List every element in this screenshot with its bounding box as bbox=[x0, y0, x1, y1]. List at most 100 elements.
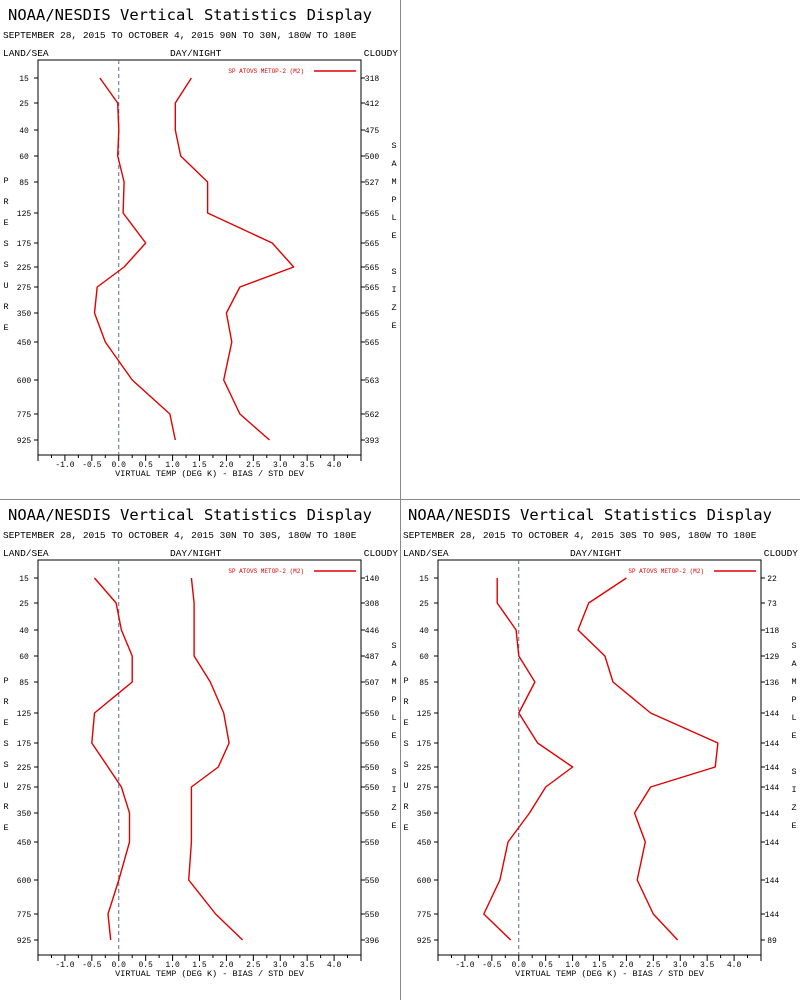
x-tick-label: 4.0 bbox=[327, 461, 342, 470]
right-axis-label-letter: I bbox=[791, 785, 796, 795]
right-axis-label-letter: S bbox=[391, 767, 396, 777]
y-axis-label-letter: U bbox=[403, 781, 408, 791]
series-line-std-dev bbox=[577, 577, 719, 941]
right-axis-label-letter: Z bbox=[391, 303, 396, 313]
chart-panel-30s-90s: NOAA/NESDIS Vertical Statistics Display … bbox=[400, 500, 800, 1000]
y-tick-label: 40 bbox=[419, 627, 429, 636]
y-tick-label: 40 bbox=[19, 127, 29, 136]
sample-size-label: 144 bbox=[765, 839, 780, 848]
sample-size-label: 550 bbox=[365, 764, 380, 773]
sample-size-label: 562 bbox=[365, 411, 380, 420]
y-tick-label: 175 bbox=[417, 740, 432, 749]
y-axis-label-letter: P bbox=[3, 676, 8, 686]
y-tick-label: 225 bbox=[417, 764, 432, 773]
right-axis-label-letter: A bbox=[791, 659, 797, 669]
sample-size-label: 550 bbox=[365, 710, 380, 719]
y-axis-label-letter: R bbox=[3, 697, 8, 707]
chart-svg: -1.0 -0.5 0.0 0.5 1.0 1.5 2.0 2.5 3.0 3.5 4.0 VIRTU… bbox=[3, 59, 397, 479]
cloudy-label: CLOUDY bbox=[363, 48, 398, 59]
x-tick-label: 0.0 bbox=[112, 961, 127, 970]
legend-label: SP ATOVS METOP-2 (M2) bbox=[228, 568, 304, 575]
y-axis-label-letter: E bbox=[3, 323, 8, 333]
y-tick-label: 450 bbox=[17, 839, 32, 848]
sample-size-label: 565 bbox=[365, 264, 380, 273]
x-tick-label: -1.0 bbox=[55, 461, 74, 470]
y-tick-label: 60 bbox=[419, 653, 429, 662]
y-axis-label-letter: S bbox=[3, 739, 8, 749]
cloudy-label: CLOUDY bbox=[363, 548, 398, 559]
panel-title: NOAA/NESDIS Vertical Statistics Display bbox=[8, 6, 372, 24]
y-tick-label: 25 bbox=[19, 100, 29, 109]
sample-size-label: 136 bbox=[765, 679, 780, 688]
sample-size-label: 396 bbox=[365, 937, 380, 946]
day-night-label: DAY/NIGHT bbox=[170, 48, 222, 59]
right-axis-label-letter: L bbox=[791, 713, 796, 723]
y-tick-label: 125 bbox=[417, 710, 432, 719]
x-tick-label: 4.0 bbox=[327, 961, 342, 970]
sample-size-label: 527 bbox=[365, 179, 380, 188]
right-axis-label-letter: I bbox=[391, 285, 396, 295]
panel-subtitle: SEPTEMBER 28, 2015 TO OCTOBER 4, 2015 90… bbox=[3, 30, 357, 41]
x-tick-label: 0.5 bbox=[538, 961, 553, 970]
sample-size-label: 565 bbox=[365, 210, 380, 219]
right-axis-label-letter: I bbox=[391, 785, 396, 795]
chart-svg: -1.0 -0.5 0.0 0.5 1.0 1.5 2.0 2.5 3.0 3.5 4.0 VIRTU… bbox=[3, 559, 397, 979]
y-tick-label: 25 bbox=[19, 600, 29, 609]
y-tick-label: 85 bbox=[19, 679, 29, 688]
x-tick-label: 3.5 bbox=[700, 961, 715, 970]
sample-size-label: 144 bbox=[765, 810, 780, 819]
right-axis-label-letter: M bbox=[391, 177, 396, 187]
sample-size-label: 318 bbox=[365, 75, 380, 84]
y-tick-label: 275 bbox=[17, 284, 32, 293]
land-sea-label: LAND/SEA bbox=[403, 548, 449, 559]
sample-size-label: 73 bbox=[767, 600, 777, 609]
plot-frame bbox=[437, 559, 762, 956]
x-tick-label: -1.0 bbox=[455, 961, 474, 970]
sample-size-label: 129 bbox=[765, 653, 780, 662]
y-tick-label: 60 bbox=[19, 653, 29, 662]
sample-size-label: 144 bbox=[765, 877, 780, 886]
sample-size-label: 140 bbox=[365, 575, 380, 584]
y-tick-label: 60 bbox=[19, 153, 29, 162]
y-axis-label-letter: U bbox=[3, 781, 8, 791]
sample-size-label: 550 bbox=[365, 784, 380, 793]
y-axis-label-letter: R bbox=[3, 197, 8, 207]
x-tick-label: 2.5 bbox=[646, 961, 661, 970]
x-tick-label: 2.5 bbox=[246, 461, 261, 470]
y-tick-label: 350 bbox=[17, 310, 32, 319]
y-tick-label: 125 bbox=[17, 710, 32, 719]
y-axis-label-letter: E bbox=[403, 823, 408, 833]
y-tick-label: 275 bbox=[417, 784, 432, 793]
y-tick-label: 175 bbox=[17, 740, 32, 749]
y-axis-label-letter: S bbox=[403, 760, 408, 770]
x-tick-label: 1.0 bbox=[165, 961, 180, 970]
y-tick-label: 925 bbox=[17, 437, 32, 446]
x-tick-label: 1.0 bbox=[565, 961, 580, 970]
panel-subtitle: SEPTEMBER 28, 2015 TO OCTOBER 4, 2015 30… bbox=[403, 530, 757, 541]
legend-label: SP ATOVS METOP-2 (M2) bbox=[628, 568, 704, 575]
x-tick-label: -0.5 bbox=[82, 461, 101, 470]
x-tick-label: 1.0 bbox=[165, 461, 180, 470]
x-tick-label: 3.0 bbox=[673, 961, 688, 970]
y-axis-label-letter: P bbox=[403, 676, 408, 686]
y-tick-label: 275 bbox=[17, 784, 32, 793]
y-axis-label-letter: S bbox=[403, 739, 408, 749]
right-axis-label-letter: S bbox=[791, 641, 796, 651]
sample-size-label: 565 bbox=[365, 240, 380, 249]
y-axis-label-letter: P bbox=[3, 176, 8, 186]
sample-size-label: 446 bbox=[365, 627, 380, 636]
y-tick-label: 775 bbox=[17, 911, 32, 920]
chart-svg: -1.0 -0.5 0.0 0.5 1.0 1.5 2.0 2.5 3.0 3.5 4.0 VIRTU… bbox=[403, 559, 797, 979]
sample-size-label: 550 bbox=[365, 839, 380, 848]
y-axis-label-letter: E bbox=[403, 718, 408, 728]
y-tick-label: 600 bbox=[17, 377, 32, 386]
y-tick-label: 15 bbox=[19, 575, 29, 584]
series-line-bias bbox=[483, 578, 574, 941]
x-tick-label: 0.0 bbox=[512, 961, 527, 970]
y-tick-label: 925 bbox=[17, 937, 32, 946]
sample-size-label: 550 bbox=[365, 877, 380, 886]
panel-title: NOAA/NESDIS Vertical Statistics Display bbox=[8, 506, 372, 524]
sample-size-label: 144 bbox=[765, 911, 780, 920]
day-night-label: DAY/NIGHT bbox=[170, 548, 222, 559]
y-tick-label: 350 bbox=[17, 810, 32, 819]
